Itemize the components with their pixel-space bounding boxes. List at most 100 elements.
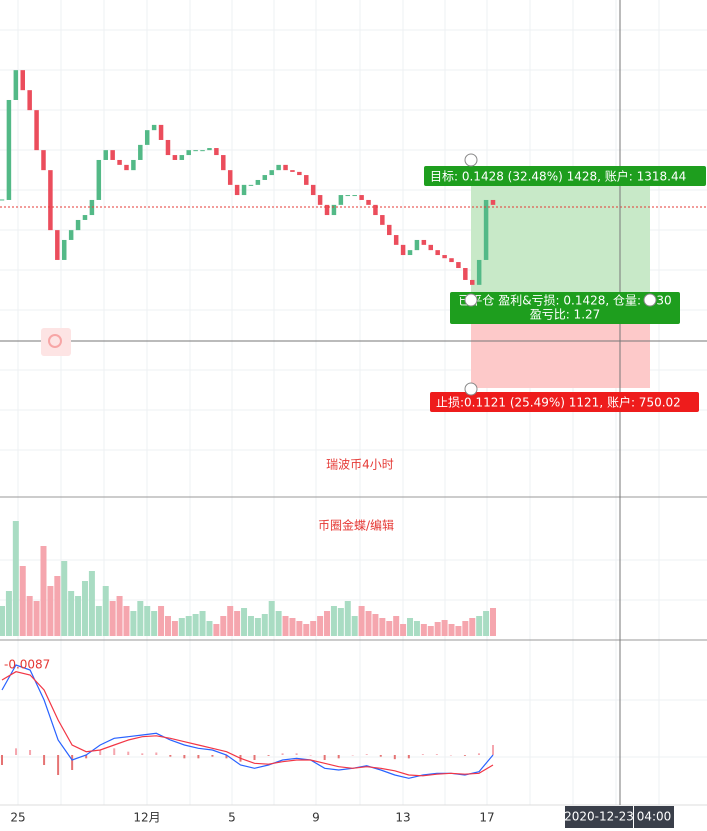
candle	[317, 195, 323, 205]
volume-bar	[324, 611, 331, 636]
volume-bar	[490, 608, 496, 636]
volume-bar	[420, 624, 427, 636]
macd-line	[1, 664, 494, 779]
volume-bar	[427, 626, 434, 636]
volume-bar	[213, 624, 220, 636]
x-tick-label: 5	[228, 811, 236, 825]
volume-bar	[469, 618, 476, 636]
macd-histogram	[85, 755, 88, 759]
volume-bar	[268, 601, 275, 636]
candle	[48, 170, 53, 231]
candle	[331, 204, 337, 216]
volume-bar	[151, 611, 158, 636]
volume-bar	[317, 616, 324, 636]
zoom-button[interactable]	[41, 328, 71, 356]
volume-bar	[400, 624, 407, 636]
profit-zone	[471, 175, 650, 298]
volume-bar	[330, 606, 337, 636]
macd-histogram	[113, 748, 116, 755]
candle	[255, 179, 261, 185]
candle	[400, 244, 406, 256]
candle	[428, 244, 434, 251]
volume-bar	[40, 546, 47, 636]
macd-histogram	[253, 755, 256, 760]
candle	[241, 184, 247, 196]
volume-bar	[358, 606, 365, 636]
candle	[68, 230, 74, 240]
candle	[304, 175, 309, 185]
candle	[131, 159, 136, 171]
zoom-icon	[48, 334, 62, 348]
volume-bar	[109, 601, 116, 636]
volume-bar	[19, 566, 26, 636]
macd-histogram	[281, 753, 284, 755]
macd-histogram	[15, 748, 18, 755]
macd-histogram	[323, 755, 326, 760]
volume-bar	[227, 606, 234, 636]
volume-bar	[413, 621, 420, 636]
volume-bar	[75, 596, 82, 636]
candle	[13, 70, 19, 100]
volume-bar	[303, 624, 310, 636]
candle	[144, 130, 150, 145]
handle[interactable]	[464, 153, 478, 167]
volume-bar	[296, 621, 303, 636]
volume-bar	[434, 622, 441, 636]
volume-bar	[289, 618, 296, 636]
candle	[359, 195, 364, 200]
volume-bar	[455, 626, 462, 636]
candle	[338, 195, 344, 205]
volume-bar	[365, 611, 372, 636]
x-tick-label: 17	[479, 811, 494, 825]
candle	[276, 164, 281, 171]
candle	[393, 235, 399, 245]
macd-histogram	[197, 755, 200, 759]
macd-histogram	[337, 755, 340, 759]
volume-bar	[116, 596, 123, 636]
volume-bar	[344, 601, 351, 636]
candle	[20, 70, 25, 91]
candle	[387, 224, 392, 236]
volume-bar	[275, 611, 282, 636]
candle	[234, 184, 240, 196]
candle	[463, 268, 468, 280]
crosshair-date: 2020-12-23	[564, 810, 634, 824]
volume-bar	[192, 614, 199, 636]
handle[interactable]	[643, 293, 657, 307]
volume-bar	[386, 621, 393, 636]
candle	[82, 215, 88, 220]
candle	[476, 259, 482, 285]
status-box	[450, 292, 680, 324]
x-tick-label: 12月	[133, 811, 160, 825]
volume-bar	[379, 618, 386, 636]
macd-histogram	[463, 755, 466, 756]
candle	[373, 204, 378, 216]
candle	[407, 250, 413, 256]
volume-bar	[137, 601, 144, 636]
macd-histogram	[99, 750, 102, 755]
macd-histogram	[155, 752, 158, 755]
candle	[41, 150, 46, 171]
candle	[352, 195, 357, 197]
volume-bar	[199, 611, 206, 636]
volume-bar	[476, 616, 483, 636]
target-box	[424, 166, 706, 186]
volume-bar	[372, 614, 379, 636]
volume-bar	[68, 591, 75, 636]
candle	[290, 170, 295, 172]
volume-bar	[47, 586, 54, 636]
volume-bar	[144, 606, 151, 636]
candle	[442, 255, 447, 259]
volume-bar	[33, 601, 40, 636]
handle[interactable]	[464, 382, 478, 396]
watermark: 瑞波币4小时	[326, 458, 394, 472]
macd-histogram	[365, 754, 368, 755]
crosshair-date-box	[565, 806, 633, 828]
candle	[61, 239, 67, 260]
candle	[221, 155, 226, 171]
volume-bar	[54, 576, 61, 636]
candle	[214, 148, 219, 156]
handle[interactable]	[464, 293, 478, 307]
crosshair-time: 04:00	[637, 810, 672, 824]
